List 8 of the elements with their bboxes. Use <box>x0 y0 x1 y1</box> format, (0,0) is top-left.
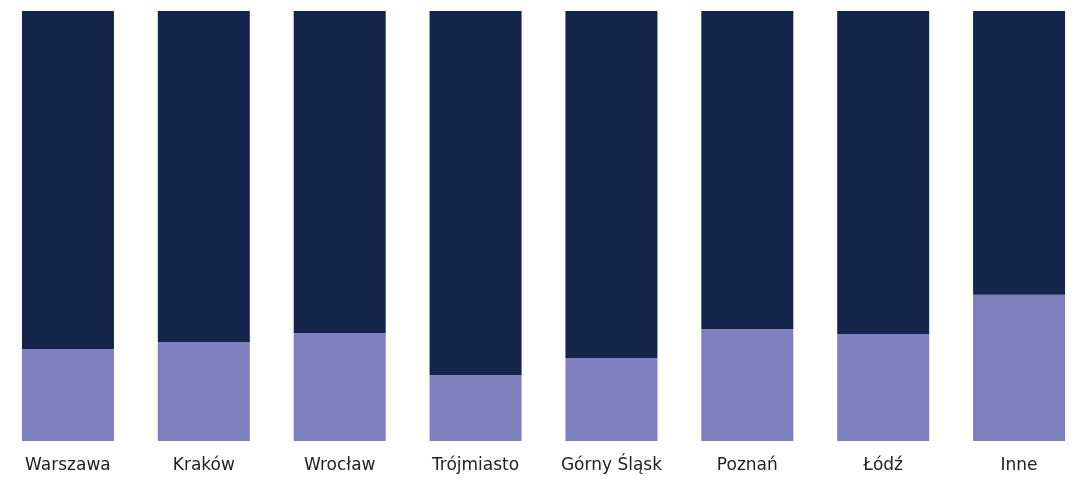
x-tick-label: Kraków <box>172 453 235 474</box>
x-tick-label: Warszawa <box>25 453 111 474</box>
x-tick-label: Górny Śląsk <box>560 452 663 474</box>
x-tick-label: Trójmiasto <box>430 453 520 474</box>
x-tick-label: Poznań <box>716 453 778 474</box>
x-tick-label: Inne <box>1000 453 1038 474</box>
x-tick-label: Łódź <box>862 453 904 474</box>
x-tick-label: Wrocław <box>303 453 376 474</box>
